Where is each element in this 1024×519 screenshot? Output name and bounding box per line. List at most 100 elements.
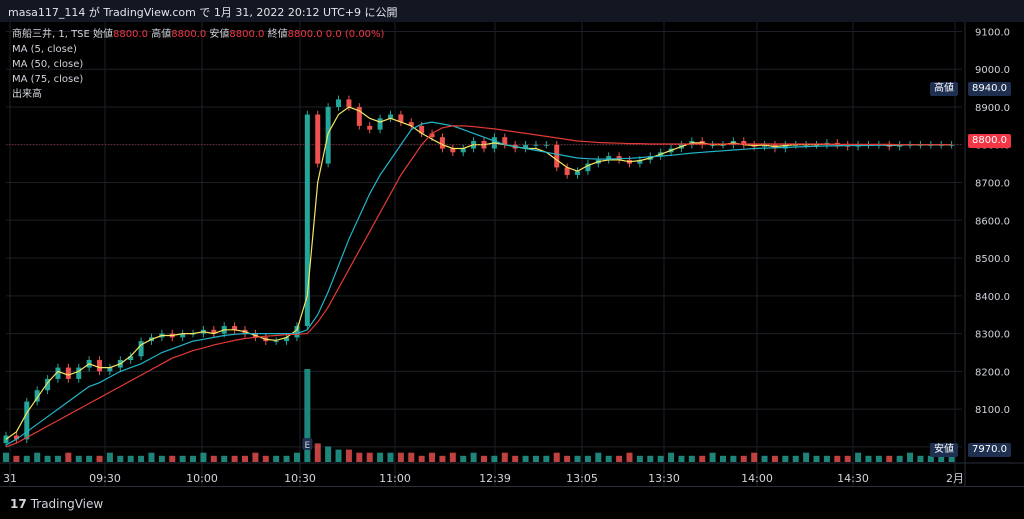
- x-tick-label: 10:00: [186, 472, 218, 485]
- candle-body: [554, 144, 560, 168]
- brand-name: TradingView: [30, 497, 104, 511]
- volume-bar: [106, 452, 113, 462]
- volume-bar: [23, 455, 30, 462]
- volume-bar: [907, 452, 914, 462]
- candle-body: [273, 341, 279, 343]
- volume-bar: [138, 455, 145, 462]
- volume-bar: [803, 452, 810, 462]
- legend-volume[interactable]: 出来高: [12, 89, 42, 100]
- volume-bar: [325, 446, 332, 462]
- candle-body: [782, 144, 788, 149]
- tradingview-logo[interactable]: 𝟭𝟳 TradingView: [10, 497, 103, 511]
- volume-bar: [720, 455, 726, 462]
- candle-body: [533, 144, 539, 146]
- volume-bar: [397, 452, 404, 462]
- volume-bar: [751, 452, 758, 462]
- volume-bar: [491, 455, 498, 462]
- last-price-tag: 8800.0: [968, 134, 1011, 148]
- volume-bar: [356, 452, 363, 462]
- high-price-tag: 8940.0: [968, 82, 1011, 96]
- candle-body: [65, 367, 71, 379]
- volume-bar: [221, 455, 228, 462]
- candle-body: [315, 114, 321, 164]
- x-tick-label: 14:30: [837, 472, 869, 485]
- x-tick-label: 14:00: [741, 472, 773, 485]
- ohlc-close-value: 8800.0: [287, 29, 323, 40]
- symbol-label[interactable]: 商船三井, 1, TSE: [12, 29, 90, 40]
- volume-bar: [844, 455, 851, 462]
- y-tick-label: 8900.0: [975, 103, 1010, 114]
- volume-bar: [387, 452, 394, 462]
- x-tick-label: 10:30: [284, 472, 316, 485]
- volume-bar: [210, 455, 217, 462]
- volume-bar: [262, 455, 269, 462]
- x-tick-label: 31: [3, 472, 17, 485]
- chart-legend: 商船三井, 1, TSE 始値8800.0 高値8800.0 安値8800.0 …: [12, 27, 384, 102]
- volume-bar: [13, 455, 20, 462]
- candle-body: [34, 390, 40, 402]
- candle-body: [76, 367, 82, 379]
- legend-ma5[interactable]: MA (5, close): [12, 44, 77, 55]
- candle-body: [606, 156, 612, 160]
- y-tick-label: 8200.0: [975, 367, 1010, 378]
- ma-line-1: [5, 106, 952, 440]
- y-tick-label: 8400.0: [975, 292, 1010, 303]
- volume-bar: [792, 455, 799, 462]
- y-tick-label: 8700.0: [975, 179, 1010, 190]
- volume-bar: [190, 455, 197, 462]
- volume-bar: [647, 455, 654, 462]
- candle-body: [55, 367, 61, 379]
- volume-bar: [855, 452, 862, 462]
- ma-line-3: [5, 125, 952, 448]
- legend-symbol-row: 商船三井, 1, TSE 始値8800.0 高値8800.0 安値8800.0 …: [12, 27, 384, 42]
- volume-bar: [938, 455, 945, 462]
- volume-bar: [771, 455, 778, 462]
- volume-bar: [158, 455, 165, 462]
- volume-bar: [564, 455, 571, 462]
- high-price-value: 8940.0: [972, 83, 1007, 94]
- legend-ma75[interactable]: MA (75, close): [12, 74, 84, 85]
- volume-bar: [605, 455, 612, 462]
- volume-bar: [813, 455, 820, 462]
- volume-bar: [200, 452, 207, 462]
- volume-bar: [460, 455, 467, 462]
- candle-body: [13, 435, 19, 440]
- earnings-marker-label: E: [305, 441, 311, 451]
- y-tick-label: 8500.0: [975, 254, 1010, 265]
- x-tick-label: 09:30: [89, 472, 121, 485]
- volume-bar: [740, 455, 747, 462]
- volume-bar: [761, 455, 768, 462]
- volume-bar: [44, 455, 51, 462]
- candlestick-chart[interactable]: 8000.08100.08200.08300.08400.08500.08600…: [0, 22, 1024, 486]
- candle-body: [564, 167, 570, 175]
- volume-bar: [657, 455, 664, 462]
- candle-body: [949, 144, 955, 146]
- candle-body: [398, 114, 404, 123]
- low-price-tag: 7970.0: [968, 443, 1011, 457]
- volume-bar: [522, 455, 529, 462]
- volume-bar: [709, 452, 716, 462]
- volume-bar: [179, 455, 186, 462]
- candle-body: [356, 106, 362, 126]
- high-tag-label: 高値: [934, 83, 954, 94]
- candle-body: [543, 144, 549, 146]
- candle-body: [97, 360, 103, 372]
- candle-body: [304, 114, 310, 327]
- x-tick-label: 12:39: [479, 472, 511, 485]
- candle-body: [336, 99, 342, 107]
- volume-bar: [834, 455, 841, 462]
- legend-ma50[interactable]: MA (50, close): [12, 59, 84, 70]
- volume-bar: [668, 452, 675, 462]
- volume-bar: [283, 455, 290, 462]
- candle-body: [439, 137, 445, 149]
- x-tick-label: 13:05: [566, 472, 598, 485]
- candle-body: [408, 122, 414, 126]
- volume-bar: [314, 443, 321, 462]
- volume-bar: [377, 452, 384, 462]
- y-tick-label: 9000.0: [975, 65, 1010, 76]
- volume-bar: [543, 455, 550, 462]
- volume-bar: [875, 455, 882, 462]
- candle-body: [616, 156, 622, 160]
- volume-bar: [865, 455, 872, 462]
- candle-body: [460, 148, 466, 153]
